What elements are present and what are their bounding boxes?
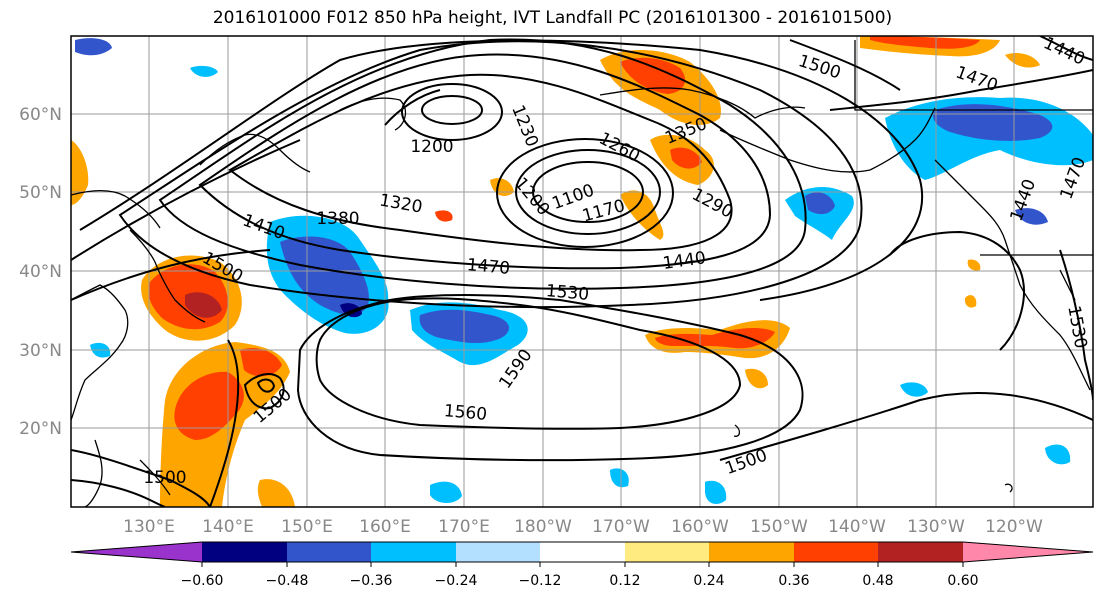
lon-label: 140°W — [828, 517, 886, 537]
colorbar-label: 0.36 — [778, 573, 809, 589]
colorbar-label: 0.24 — [693, 573, 724, 589]
colorbar-label: −0.24 — [435, 573, 478, 589]
coastlines — [71, 40, 1093, 507]
contour-label: 1470 — [466, 255, 511, 279]
map-title: 2016101000 F012 850 hPa height, IVT Land… — [212, 8, 893, 28]
map-border — [70, 35, 1094, 508]
colorbar-seg — [202, 542, 287, 562]
colorbar-seg — [456, 542, 540, 562]
lon-label: 130°E — [123, 517, 175, 537]
contour-label: 1500 — [143, 468, 186, 488]
longitude-labels: 130°E 140°E 150°E 160°E 170°E 180°W 170°… — [123, 517, 1043, 537]
lon-label: 170°E — [438, 517, 490, 537]
lon-label: 140°E — [202, 517, 254, 537]
colorbar-label: 0.48 — [862, 573, 893, 589]
lon-label: 150°E — [281, 517, 333, 537]
lat-label: 20°N — [19, 419, 62, 439]
colorbar-seg — [71, 542, 202, 562]
lat-label: 50°N — [19, 183, 62, 203]
colorbar-seg — [540, 542, 625, 562]
lon-label: 120°W — [985, 517, 1043, 537]
colorbar: −0.60 −0.48 −0.36 −0.24 −0.12 0.12 0.24 … — [70, 541, 1094, 589]
lon-label: 160°W — [671, 517, 729, 537]
colorbar-seg — [963, 542, 1093, 562]
colorbar-label: −0.60 — [181, 573, 224, 589]
colorbar-seg — [287, 542, 371, 562]
contour-label: 1380 — [316, 209, 359, 229]
height-contours — [71, 36, 1093, 507]
contour-label: 1530 — [545, 281, 590, 305]
lon-label: 160°E — [359, 517, 411, 537]
latitude-labels: 60°N 50°N 40°N 30°N 20°N — [19, 105, 62, 439]
colorbar-label: 0.60 — [947, 573, 978, 589]
lon-label: 170°W — [592, 517, 650, 537]
lon-label: 180°W — [514, 517, 572, 537]
colorbar-seg — [794, 542, 878, 562]
lat-label: 30°N — [19, 341, 62, 361]
colorbar-label: −0.36 — [350, 573, 393, 589]
colorbar-seg — [878, 542, 963, 562]
colorbar-seg — [625, 542, 709, 562]
lon-label: 130°W — [907, 517, 965, 537]
colorbar-label: −0.48 — [266, 573, 309, 589]
ivt-positive-shading — [71, 36, 1040, 507]
colorbar-label: 0.12 — [609, 573, 640, 589]
colorbar-label: −0.12 — [519, 573, 562, 589]
colorbar-seg — [709, 542, 794, 562]
lat-label: 40°N — [19, 262, 62, 282]
lat-label: 60°N — [19, 105, 62, 125]
colorbar-seg — [371, 542, 456, 562]
contour-label: 1200 — [410, 137, 453, 157]
lon-label: 150°W — [750, 517, 808, 537]
contour-label: 1560 — [443, 401, 488, 425]
